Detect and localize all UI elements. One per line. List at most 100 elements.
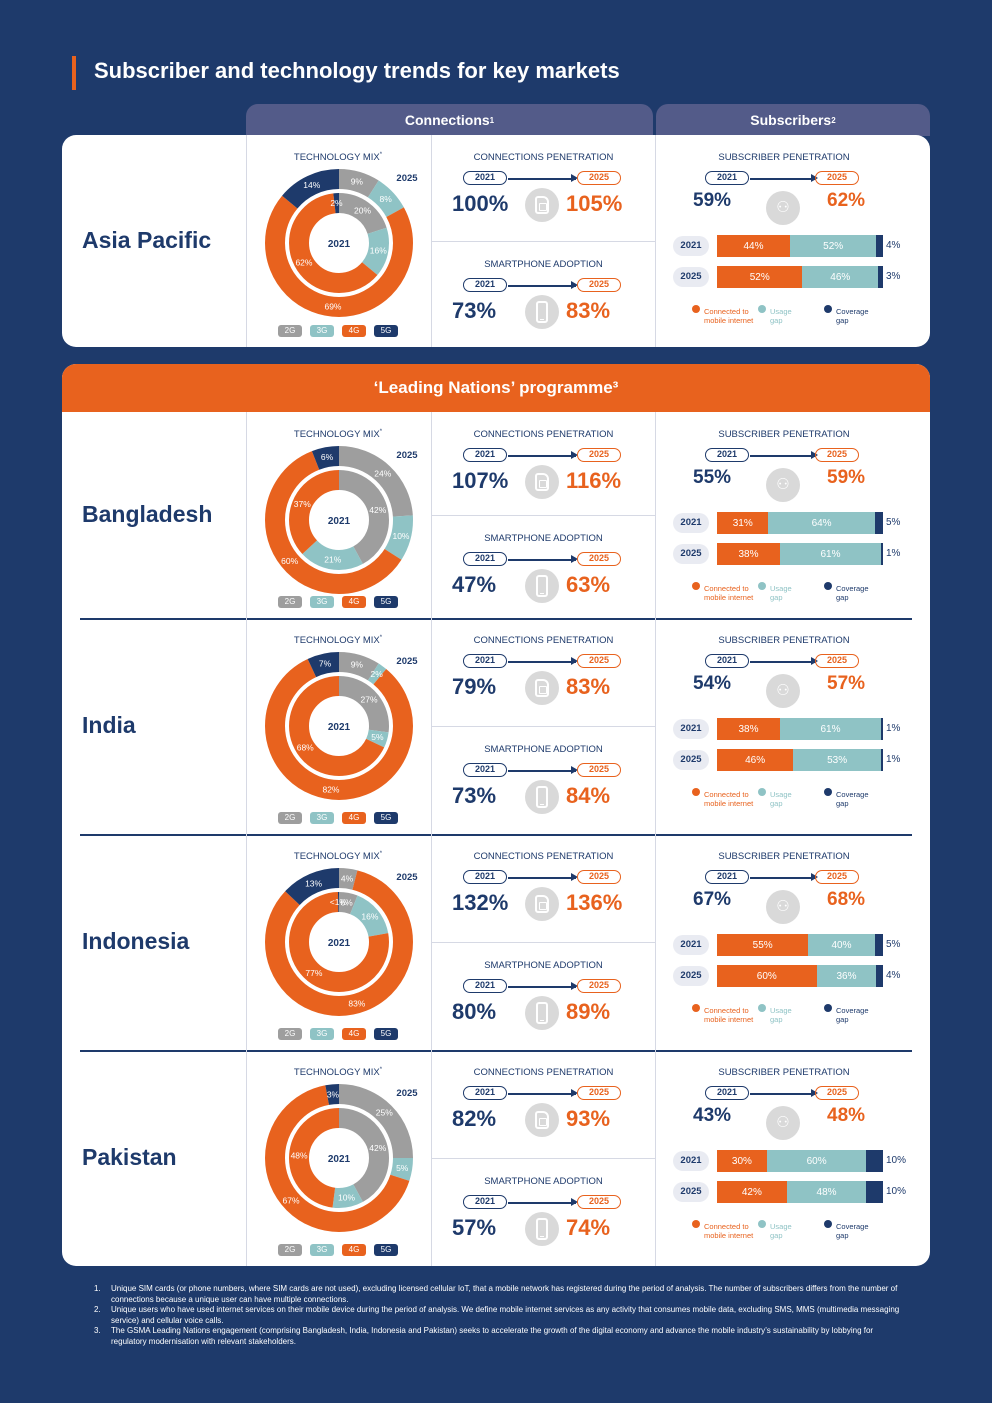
pakistan-name: Pakistan (82, 1144, 177, 1170)
india-connections-title: CONNECTIONS PENETRATION (473, 635, 614, 646)
indonesia-donut-center (310, 913, 368, 971)
bangladesh-2021-3g-segment (289, 470, 389, 570)
leading-nations-card: ‘Leading Nations’ programme³ Bangladesh T… (62, 364, 930, 1266)
india-legend-5g: 5G (374, 812, 398, 824)
pakistan-donut-center (310, 1129, 368, 1187)
bangladesh-smartphone-2025-pill: 2025 (577, 552, 621, 566)
pakistan-donut-center-year: 2021 (328, 1154, 351, 1165)
india-bar-2021-connected: 38% (717, 718, 780, 740)
asia-pacific-smartphone-arrow (508, 282, 578, 288)
tech-mix-sup: * (379, 635, 383, 641)
india-smartphone-2025-value: 84% (566, 783, 611, 808)
bangladesh-smartphone-2021-value: 47% (452, 572, 497, 597)
indonesia-legend-dot-0 (692, 1004, 700, 1012)
indonesia-smartphone-arrow (508, 983, 578, 989)
bangladesh-2021-ring (289, 470, 389, 570)
pakistan-tech-mix-title: TECHNOLOGY MIX* (278, 1067, 398, 1078)
pakistan-smartphone-title: SMARTPHONE ADOPTION (484, 1176, 603, 1187)
pakistan-legend-text-2: Coverage gap (836, 1222, 869, 1240)
indonesia-bar-2021-coverage-gap (874, 934, 883, 956)
indonesia-sub-icon: ⚇ (766, 890, 800, 924)
people-icon: ⚇ (776, 199, 790, 216)
asia-pacific-smartphone-2025-value: 83% (566, 298, 611, 323)
asia-pacific-2025-5g-segment (265, 169, 413, 317)
asia-pacific-bar-2025: 52% 46% (717, 266, 883, 288)
legend-line-1: Connected to (704, 1222, 749, 1231)
bangladesh-sub-icon: ⚇ (766, 468, 800, 502)
bangladesh-connections-2021-pill: 2021 (463, 448, 507, 462)
india-smartphone-2021-value: 73% (452, 783, 497, 808)
asia-pacific-connections-2021-value: 100% (452, 191, 509, 216)
indonesia-connections-divider (432, 942, 655, 943)
indonesia-2021-5g-segment (289, 892, 389, 992)
asia-pacific-legend-3g: 3G (310, 325, 334, 337)
india-name: India (82, 712, 136, 738)
people-icon: ⚇ (776, 682, 790, 699)
pakistan-sub-2025-pill: 2025 (815, 1086, 859, 1100)
pakistan-legend-4g: 4G (342, 1244, 366, 1256)
sim-card-icon (535, 196, 549, 214)
asia-pacific-2021-ring (289, 193, 389, 293)
india-smartphone-2021-pill: 2021 (463, 763, 507, 777)
india-legend-dot-1 (758, 788, 766, 796)
footnote-number: 1. (94, 1284, 101, 1293)
pakistan-smartphone-2025-pill: 2025 (577, 1195, 621, 1209)
india-bar-2025-connected: 46% (717, 749, 794, 771)
pakistan-connections-arrow (508, 1090, 578, 1096)
footnote-number: 2. (94, 1305, 101, 1314)
indonesia-connections-2021-value: 132% (452, 890, 509, 915)
pakistan-divider-2 (431, 1050, 432, 1266)
asia-pacific-bar-2025-usage-gap: 46% (802, 266, 879, 288)
asia-pacific-divider-3 (655, 135, 656, 347)
pakistan-2021-4g-segment (289, 1108, 389, 1208)
bangladesh-connections-divider (432, 515, 655, 516)
indonesia-sub-arrow (750, 874, 818, 880)
asia-pacific-connections-title: CONNECTIONS PENETRATION (473, 152, 614, 163)
legend-line-2: mobile internet (704, 799, 754, 808)
bangladesh-2025-3g-label: 10% (392, 531, 409, 541)
pakistan-separator (80, 1050, 912, 1052)
indonesia-donut-center-year: 2021 (328, 938, 351, 949)
indonesia-bar-2025-usage-gap: 36% (816, 965, 877, 987)
pakistan-2021-ring (289, 1108, 389, 1208)
bangladesh-2021-2g-label: 42% (369, 505, 386, 515)
india-smartphone-arrow (508, 767, 578, 773)
bangladesh-divider-3 (655, 412, 656, 618)
tech-mix-label: TECHNOLOGY MIX (293, 1067, 380, 1079)
bangladesh-connections-2025-pill: 2025 (577, 448, 621, 462)
pakistan-smartphone-2021-value: 57% (452, 1215, 497, 1240)
india-sub-icon: ⚇ (766, 674, 800, 708)
pakistan-smartphone-icon (525, 1212, 559, 1246)
legend-line-1: Connected to (704, 584, 749, 593)
tech-mix-label: TECHNOLOGY MIX (293, 635, 380, 647)
bangladesh-smartphone-icon (525, 569, 559, 603)
subscribers-header-label: Subscribers (750, 112, 832, 128)
indonesia-legend-dot-1 (758, 1004, 766, 1012)
pakistan-2021-3g-segment (289, 1108, 389, 1208)
pakistan-2025-5g-segment (265, 1084, 413, 1232)
asia-pacific-donut-center (310, 214, 368, 272)
tech-mix-sup: * (379, 152, 383, 158)
indonesia-divider-2 (431, 834, 432, 1050)
india-2021-ring (289, 676, 389, 776)
bangladesh-2021-4g-segment (289, 470, 389, 570)
indonesia-divider-1 (246, 834, 247, 1050)
bangladesh-row: Bangladesh TECHNOLOGY MIX* 2025 24% 10% 60% 6%… (62, 412, 930, 618)
pakistan-bar-2021-year: 2021 (673, 1151, 709, 1171)
asia-pacific-row: Asia Pacific TECHNOLOGY MIX* 2025 9% 8% 69% 14… (62, 135, 930, 347)
indonesia-sub-pen-title: SUBSCRIBER PENETRATION (718, 851, 850, 862)
india-divider-2 (431, 618, 432, 834)
pakistan-bar-2025-usage-gap: 48% (786, 1181, 867, 1203)
pakistan-bar-2021: 30% 60% (717, 1150, 883, 1172)
asia-pacific-2021-4g-label: 62% (295, 257, 312, 267)
asia-pacific-divider-2 (431, 135, 432, 347)
bangladesh-2025-2g-label: 24% (374, 468, 391, 478)
indonesia-smartphone-2021-pill: 2021 (463, 979, 507, 993)
bangladesh-2021-3g-label: 21% (324, 555, 341, 565)
footnote-text: The GSMA Leading Nations engagement (com… (111, 1326, 874, 1346)
pakistan-2021-4g-label: 48% (291, 1150, 308, 1160)
legend-line-2: gap (770, 1015, 783, 1024)
legend-line-1: Coverage (836, 307, 869, 316)
bangladesh-connections-2025-value: 116% (566, 468, 622, 493)
indonesia-connections-arrow (508, 874, 578, 880)
